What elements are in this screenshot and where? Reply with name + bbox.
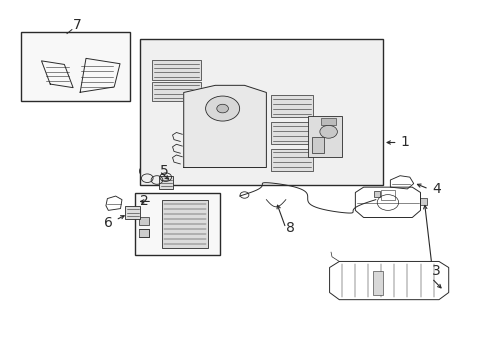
Circle shape [319,125,337,138]
Circle shape [216,104,228,113]
Bar [138,217,149,225]
Bar [419,198,427,205]
Text: 2: 2 [140,194,149,208]
Bar [321,118,335,125]
Bar [152,60,201,80]
Bar [21,32,130,102]
Bar [271,149,312,171]
Bar [271,95,312,117]
Polygon shape [183,85,266,167]
Text: 3: 3 [431,264,440,278]
Bar [125,206,140,219]
Text: 1: 1 [400,135,408,149]
Bar [271,122,312,144]
Bar [152,82,201,102]
Text: 7: 7 [72,18,81,32]
Bar [307,116,341,157]
Bar [135,193,220,255]
Bar [140,39,382,185]
Bar [372,271,382,295]
Text: 4: 4 [431,182,440,196]
Bar [138,229,149,237]
Bar [311,137,323,153]
Text: 6: 6 [104,216,113,230]
Bar [162,200,207,248]
Text: 5: 5 [160,164,168,178]
Text: 8: 8 [285,221,295,235]
Circle shape [205,96,239,121]
Bar [159,176,173,189]
Bar [380,190,394,200]
Bar [373,192,379,197]
